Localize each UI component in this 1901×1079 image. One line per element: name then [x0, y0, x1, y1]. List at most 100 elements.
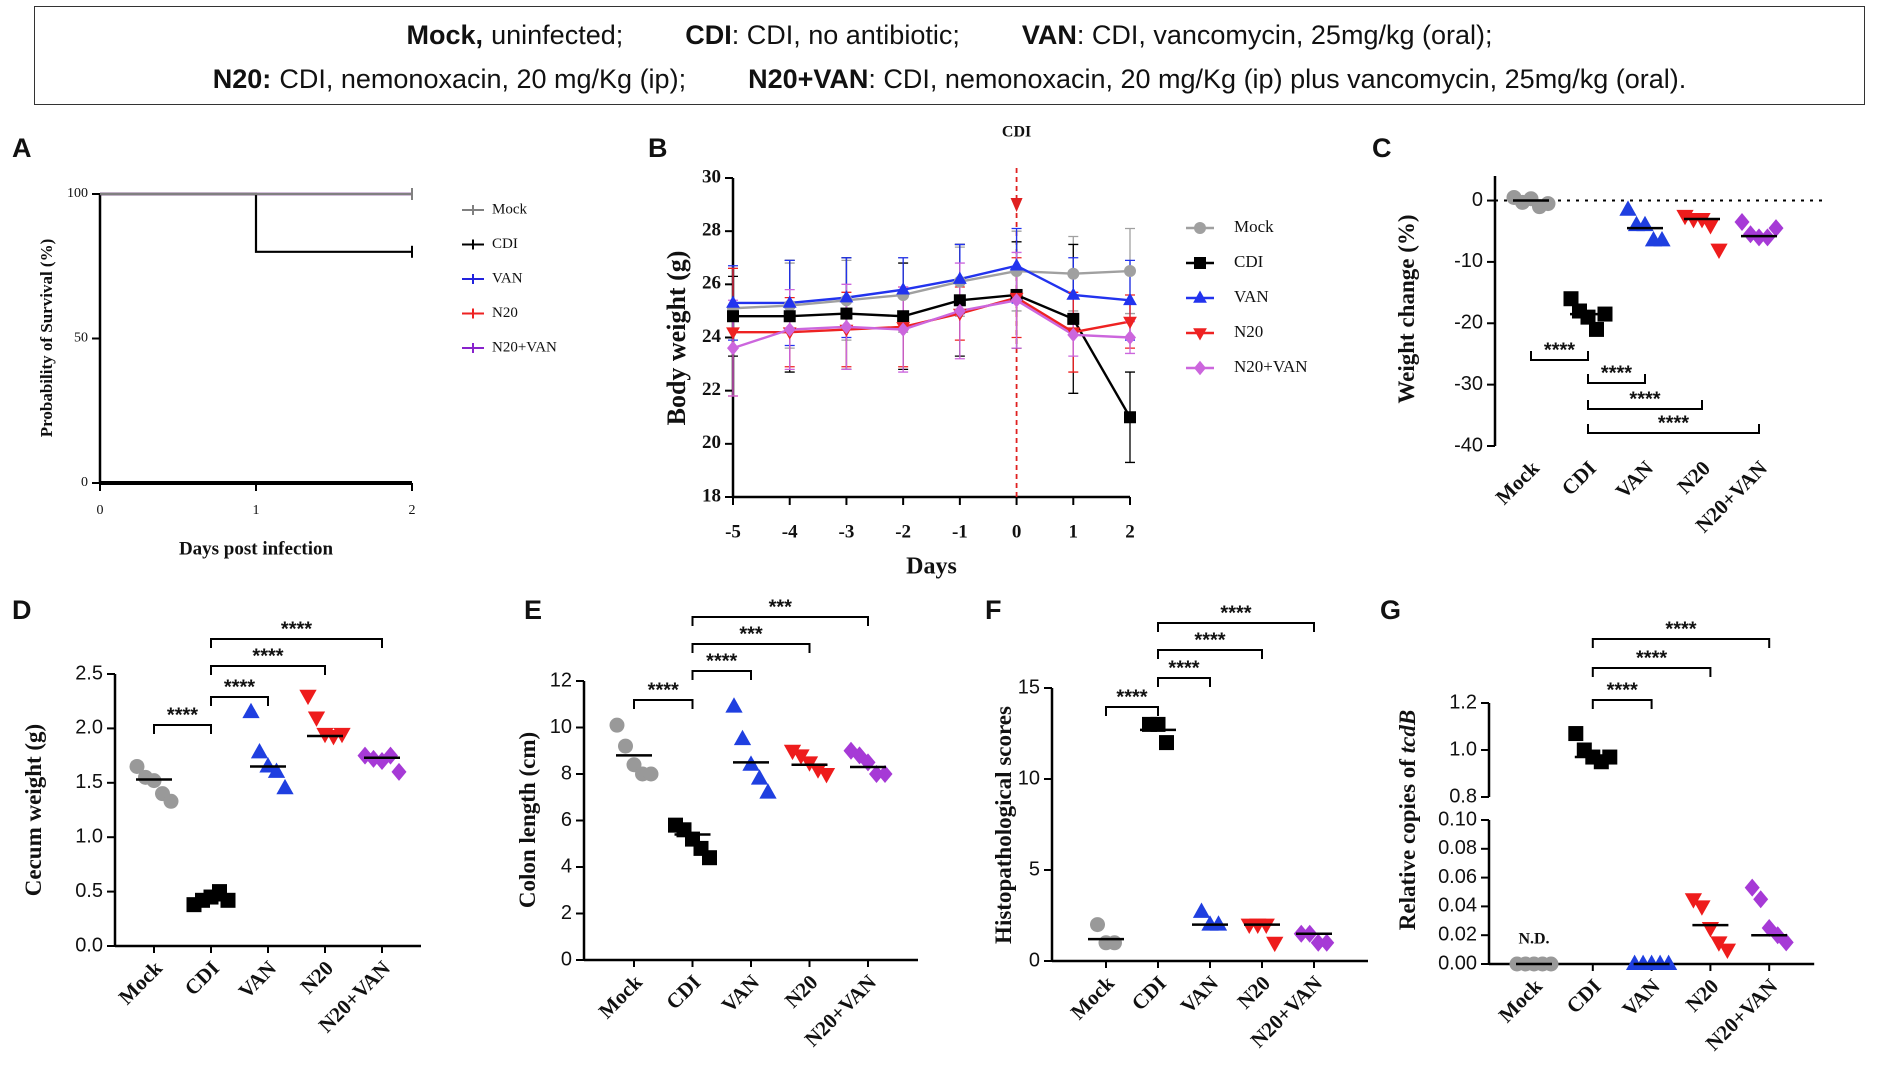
point	[1090, 917, 1105, 933]
point	[299, 689, 317, 706]
significance-bracket	[210, 665, 326, 675]
legend-line: N20: CDI, nemonoxacin, 20 mg/Kg (ip); N20+…	[35, 57, 1864, 101]
legend-label: Mock	[1234, 217, 1274, 236]
point	[1266, 936, 1284, 953]
point	[1734, 213, 1750, 232]
point	[896, 282, 911, 295]
x-tick-label: Mock	[1066, 971, 1119, 1024]
significance-bracket	[1591, 699, 1653, 709]
series-line	[733, 293, 1132, 418]
significance-label: ****	[648, 679, 679, 701]
y-tick-label: 1.2	[1449, 691, 1477, 713]
y-tick-label: 10	[1018, 767, 1040, 789]
point	[1107, 935, 1122, 951]
significance-label: ****	[1116, 686, 1147, 708]
legend-entry: Mock, uninfected;	[407, 20, 624, 51]
significance-label: ****	[281, 618, 312, 640]
x-tick-label: N20	[1232, 971, 1275, 1014]
y-tick-label: 24	[702, 326, 722, 347]
point	[897, 322, 910, 337]
point	[953, 294, 966, 307]
significance-bracket	[691, 670, 752, 680]
y-axis-label-text: Colon length (cm)	[515, 732, 540, 908]
point	[877, 765, 893, 783]
point	[1684, 893, 1703, 909]
y-tick-label: 1.5	[75, 771, 103, 793]
y-axis-label-text: Probability of Survival (%)	[37, 239, 56, 438]
panel-label: F	[985, 595, 1002, 625]
point	[1659, 954, 1678, 970]
x-tick-label: CDI	[1127, 971, 1171, 1015]
x-tick-label: CDI	[1557, 456, 1601, 500]
panel-label: D	[12, 595, 32, 625]
y-axis-label: Probability of Survival (%)	[37, 239, 56, 438]
y-tick-label: 15	[1018, 676, 1040, 698]
significance-label: ****	[252, 645, 283, 667]
significance-bracket	[691, 643, 811, 653]
point	[1192, 902, 1211, 918]
x-tick-label: -5	[725, 521, 741, 542]
point	[782, 295, 797, 308]
point	[391, 762, 407, 781]
y-tick-label: 10	[550, 716, 572, 738]
point	[250, 742, 269, 759]
point	[276, 778, 294, 795]
x-tick-label: N20	[1672, 456, 1715, 499]
series-line	[733, 264, 1131, 305]
significance-bracket	[1105, 706, 1159, 716]
legend-entry: VAN: CDI, vancomycin, 25mg/kg (oral);	[1022, 20, 1493, 51]
x-tick-label: CDI	[661, 970, 705, 1014]
y-tick-label: 0.08	[1438, 837, 1477, 859]
y-tick-label: 0.04	[1438, 895, 1477, 917]
point	[1693, 900, 1711, 916]
point	[726, 295, 740, 308]
group-description: : CDI, no antibiotic;	[731, 19, 960, 50]
point	[727, 340, 739, 356]
y-tick-label: 22	[702, 379, 721, 400]
legend-entry: N20+VAN: CDI, nemonoxacin, 20 mg/Kg (ip)…	[748, 64, 1686, 95]
point	[129, 758, 145, 774]
y-axis-label-text: Body weight (g)	[662, 251, 691, 426]
y-axis-label-text: Weight change (%)	[1394, 214, 1419, 403]
point	[817, 768, 836, 784]
legend-box: Mock, uninfected; CDI: CDI, no antibiotic;…	[34, 6, 1865, 105]
significance-label: ****	[1220, 602, 1251, 624]
y-tick-label: 0.10	[1438, 808, 1477, 830]
point	[1753, 890, 1769, 909]
y-tick-label: 30	[702, 166, 721, 187]
point	[726, 327, 740, 340]
point	[383, 746, 398, 765]
group-term: Mock,	[406, 19, 484, 50]
panel-label: B	[648, 133, 668, 163]
panel-label: E	[524, 595, 542, 625]
legend-label: CDI	[492, 236, 518, 252]
point	[609, 717, 625, 733]
y-tick-label: 8	[561, 762, 572, 784]
y-axis-label-text: Cecum weight (g)	[21, 724, 46, 896]
point	[259, 757, 277, 773]
y-axis-label-italic: tcdB	[1395, 710, 1420, 753]
point	[1693, 212, 1711, 229]
point	[1568, 726, 1584, 742]
significance-label: ****	[1601, 362, 1632, 384]
legend-label: N20	[1234, 322, 1263, 341]
point	[643, 766, 659, 782]
significance-bracket	[1157, 622, 1315, 632]
point	[953, 303, 966, 319]
legend-entry: CDI: CDI, no antibiotic;	[685, 20, 960, 51]
point	[897, 310, 910, 323]
point	[1067, 312, 1080, 325]
significance-bracket	[1587, 424, 1760, 434]
x-tick-label: VAN	[1617, 974, 1664, 1021]
point	[1209, 915, 1228, 931]
group-term: CDI	[685, 19, 732, 50]
significance-label: ****	[1607, 679, 1638, 701]
group-description: uninfected;	[491, 19, 624, 50]
x-tick-label: 2	[409, 503, 416, 518]
point	[1150, 716, 1166, 732]
legend-label: N20	[492, 305, 518, 321]
point	[952, 271, 967, 284]
significance-label: ****	[1168, 657, 1199, 679]
y-axis-label: Weight change (%)	[1394, 214, 1419, 403]
